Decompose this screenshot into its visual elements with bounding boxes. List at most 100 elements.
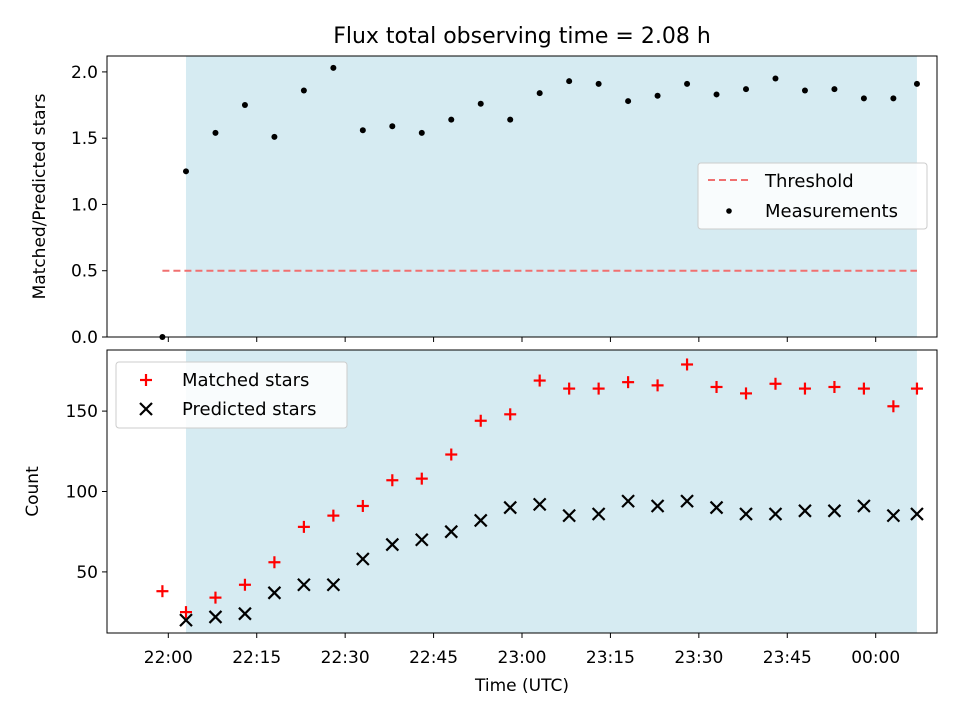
count-y-tick-label: 100 <box>66 483 98 503</box>
x-tick-label: 23:15 <box>586 648 635 668</box>
measurement-point <box>684 80 691 87</box>
predicted-stars-point <box>503 500 517 515</box>
x-axis-label: Time (UTC) <box>474 676 569 696</box>
ratio-y-tick-label: 1.5 <box>71 129 98 149</box>
ratio-y-tick-label: 0.0 <box>71 328 98 348</box>
measurement-point <box>448 116 455 123</box>
ratio-y-tick-label: 2.0 <box>71 63 98 83</box>
predicted-stars-point <box>267 586 282 600</box>
predicted-stars-point <box>326 577 341 592</box>
measurement-point <box>330 64 337 71</box>
measurement-point <box>212 129 219 136</box>
predicted-stars-point <box>562 508 576 523</box>
matched-stars-point <box>887 400 900 413</box>
count-x-ticks: 22:00 22:15 22:30 22:45 23:00 23:15 23:30 23:45… <box>144 633 900 668</box>
ratio-axes-frame <box>106 55 938 338</box>
matched-stars-point <box>179 606 192 619</box>
matched-stars-point <box>268 556 281 569</box>
count-y-tick-label: 150 <box>66 402 98 422</box>
predicted-stars-legend-label: Predicted stars <box>182 399 316 420</box>
predicted-stars-legend-marker <box>139 402 153 416</box>
x-tick-label: 23:30 <box>674 648 723 668</box>
count-legend: Matched stars Predicted stars <box>115 361 348 429</box>
predicted-stars-point <box>415 532 429 547</box>
x-tick-label: 00:00 <box>851 648 900 668</box>
matched-stars-point <box>563 382 576 395</box>
matched-stars-point <box>592 382 605 395</box>
predicted-stars-point <box>910 507 924 521</box>
matched-stars-point <box>857 382 870 395</box>
matched-stars-point <box>828 380 841 393</box>
predicted-stars-point <box>385 537 400 552</box>
predicted-stars-point <box>827 504 842 518</box>
matched-stars-point <box>798 382 811 395</box>
measurement-point <box>801 87 808 94</box>
predicted-stars-points <box>179 494 924 627</box>
ratio-y-tick-label: 0.5 <box>71 262 98 282</box>
predicted-stars-point <box>208 610 223 624</box>
matched-stars-point <box>415 472 428 485</box>
predicted-stars-point <box>238 606 252 621</box>
measurement-point <box>182 168 189 175</box>
x-tick-label: 23:00 <box>498 648 547 668</box>
matched-stars-point <box>238 578 251 591</box>
count-axes-frame <box>106 349 938 634</box>
measurement-point <box>913 80 920 87</box>
measurement-point <box>418 129 425 136</box>
measurement-point <box>536 90 543 97</box>
ratio-y-ticks: 0.0 0.5 1.0 1.5 2.0 <box>71 63 107 348</box>
measurement-point <box>713 91 720 98</box>
predicted-stars-point <box>768 507 783 521</box>
measurement-point <box>566 78 573 85</box>
threshold-legend-label: Threshold <box>764 171 854 192</box>
predicted-stars-point <box>444 524 459 539</box>
predicted-stars-point <box>532 497 547 512</box>
matched-stars-legend-label: Matched stars <box>182 370 309 391</box>
x-tick-label: 22:15 <box>232 648 281 668</box>
x-tick-label: 22:30 <box>321 648 370 668</box>
predicted-stars-legend-swatch <box>139 402 153 416</box>
measurement-point <box>359 127 366 134</box>
measurements-legend-swatch <box>726 208 732 214</box>
matched-stars-point <box>740 387 753 400</box>
predicted-stars-point <box>886 508 901 523</box>
predicted-stars-point <box>857 499 871 513</box>
measurement-point <box>831 86 838 93</box>
measurement-point <box>241 102 248 109</box>
predicted-stars-point <box>621 494 635 508</box>
matched-stars-point <box>156 585 169 598</box>
measurement-point <box>860 95 867 102</box>
matched-stars-point <box>445 448 458 461</box>
matched-stars-point <box>209 591 222 604</box>
measurement-point <box>300 87 307 94</box>
count-y-axis-label: Count <box>23 466 43 517</box>
measurement-point <box>890 95 897 102</box>
x-tick-label: 23:45 <box>763 648 812 668</box>
chart-title: Flux total observing time = 2.08 h <box>333 24 711 49</box>
predicted-stars-point <box>650 499 665 513</box>
matched-stars-legend-swatch <box>140 374 152 386</box>
matched-stars-point <box>651 379 664 392</box>
measurement-point <box>271 133 278 140</box>
matched-stars-points <box>156 358 923 619</box>
measurement-point <box>507 116 514 123</box>
matched-stars-point <box>681 358 694 371</box>
measurements-legend-label: Measurements <box>765 201 898 222</box>
predicted-stars-point <box>709 500 724 515</box>
predicted-stars-point <box>179 613 193 627</box>
measurement-point <box>389 123 396 130</box>
measurement-point <box>477 100 484 107</box>
measurement-point <box>772 75 779 82</box>
predicted-stars-point <box>297 577 311 592</box>
count-legend-box <box>115 361 348 429</box>
matched-stars-point <box>297 520 310 533</box>
matched-stars-point <box>504 408 517 421</box>
x-tick-label: 22:45 <box>409 648 458 668</box>
ratio-panel: 0.0 0.5 1.0 1.5 2.0 Flux total observing tim… <box>30 24 938 348</box>
matched-stars-point <box>474 414 487 427</box>
ratio-legend-box <box>697 162 928 230</box>
matched-stars-point <box>769 377 782 390</box>
predicted-stars-point <box>739 507 753 521</box>
